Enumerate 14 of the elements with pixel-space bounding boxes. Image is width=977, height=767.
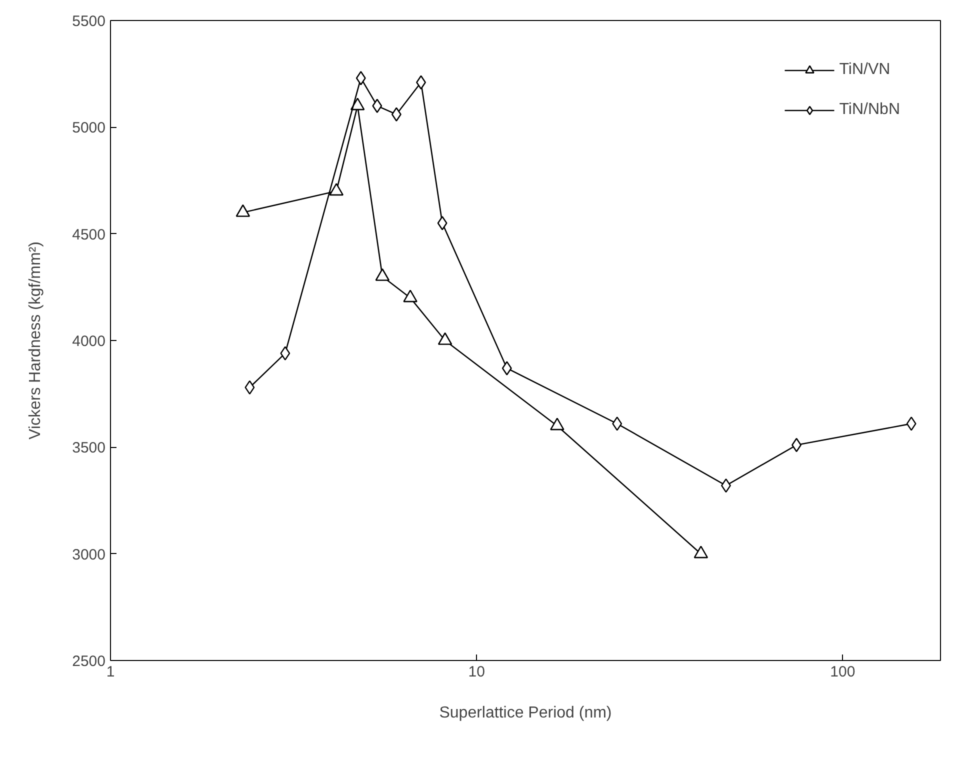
y-axis-title: Vickers Hardness (kgf/mm²) [27, 242, 44, 440]
x-tick-label: 1 [106, 664, 115, 680]
y-tick-label: 4000 [72, 333, 106, 350]
y-tick-label: 2500 [72, 653, 106, 670]
y-tick-label: 3000 [72, 546, 106, 564]
y-tick-label: 3500 [72, 440, 106, 457]
legend-label: TiN/NbN [839, 101, 900, 119]
y-tick-label: 5500 [72, 13, 106, 30]
x-tick-label: 100 [830, 664, 856, 680]
y-tick-label: 4500 [72, 226, 106, 244]
x-axis-title: Superlattice Period (nm) [439, 704, 612, 722]
legend-label: TiN/VN [839, 61, 890, 79]
y-tick-label: 5000 [72, 120, 106, 137]
x-tick-label: 10 [468, 664, 485, 680]
